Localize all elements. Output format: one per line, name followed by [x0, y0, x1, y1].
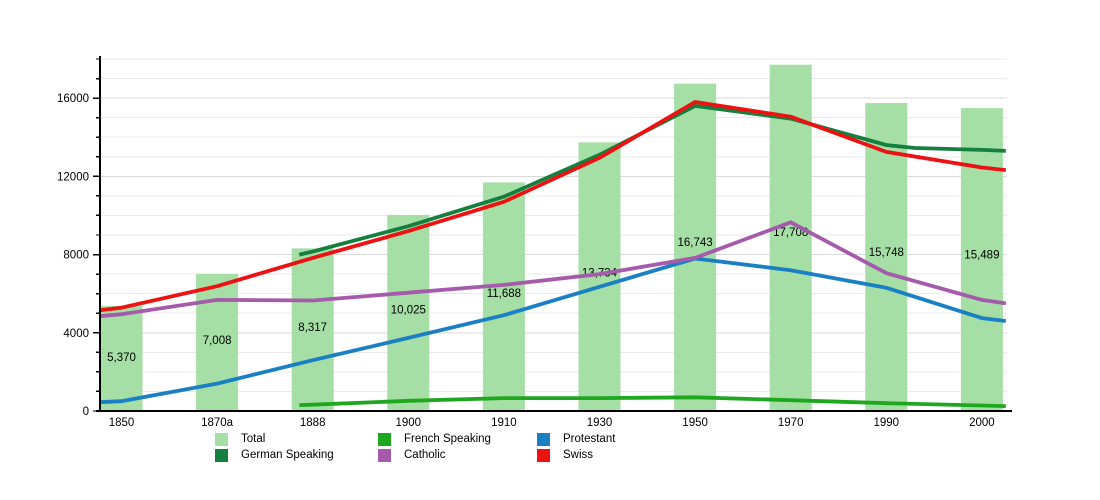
population-combo-chart: 5,3707,0088,31710,02511,68813,73416,7431…	[57, 56, 1012, 429]
bar-1950	[674, 83, 717, 412]
bar-1900	[387, 214, 430, 411]
legend-label-catholic: Catholic	[404, 449, 446, 461]
y-axis-label: 4000	[63, 328, 89, 340]
bar-value-label: 8,317	[298, 322, 327, 334]
bar-value-label: 7,008	[203, 335, 232, 347]
bar-1850	[100, 305, 143, 411]
bar-value-label: 17,708	[773, 227, 808, 239]
legend-swatch-total	[215, 432, 228, 446]
legend-item-swiss: Swiss	[537, 447, 615, 463]
x-axis-label: 1990	[874, 417, 900, 429]
bar-1910	[482, 182, 525, 411]
y-axis-label: 12000	[57, 171, 89, 183]
legend-item-total: Total	[215, 431, 378, 447]
line-german-speaking	[298, 104, 1006, 257]
x-axis-label: 1910	[491, 417, 517, 429]
bar-value-label: 11,688	[487, 288, 521, 300]
legend-label-total: Total	[241, 433, 266, 445]
legend-swatch-catholic	[378, 448, 391, 462]
bar-value-label: 15,489	[964, 250, 999, 262]
x-axis-label: 1950	[682, 417, 708, 429]
legend-item-french-speaking: French Speaking	[378, 431, 537, 447]
x-axis-label: 1850	[109, 417, 135, 429]
x-axis-label: 1970	[778, 417, 804, 429]
legend-swatch-german-speaking	[215, 448, 228, 462]
bar-2000	[960, 108, 1003, 411]
x-axis-label: 1888	[300, 417, 326, 429]
x-axis-label: 1930	[587, 417, 613, 429]
legend-swatch-swiss	[537, 448, 550, 462]
legend-label-french-speaking: French Speaking	[404, 433, 491, 445]
legend-item-protestant: Protestant	[537, 431, 615, 447]
line-swiss	[99, 100, 1007, 313]
bar-1888	[291, 248, 334, 411]
legend-swatch-french-speaking	[378, 432, 391, 446]
legend-swatch-protestant	[537, 432, 550, 446]
x-axis-label: 2000	[969, 417, 995, 429]
legend-label-german-speaking: German Speaking	[241, 449, 334, 461]
bar-1870a	[196, 273, 239, 411]
x-axis-label: 1900	[396, 417, 422, 429]
x-axis-label: 1870a	[201, 417, 234, 429]
line-protestant	[99, 256, 1007, 405]
y-axis-label: 0	[83, 406, 89, 418]
line-french-speaking	[299, 395, 1006, 408]
legend-item-catholic: Catholic	[378, 447, 537, 463]
chart-legend: Total French Speaking Protestant German Spe…	[215, 431, 615, 463]
legend-label-swiss: Swiss	[563, 449, 594, 461]
bar-value-label: 10,025	[391, 305, 426, 317]
bar-value-label: 15,748	[869, 247, 904, 259]
legend-label-protestant: Protestant	[563, 433, 616, 445]
y-axis-label: 8000	[63, 250, 89, 262]
y-axis-label: 16000	[57, 93, 89, 105]
legend-item-german-speaking: German Speaking	[215, 447, 378, 463]
line-catholic	[99, 220, 1007, 319]
bar-value-label: 5,370	[107, 352, 136, 364]
bar-value-label: 16,743	[678, 237, 713, 249]
